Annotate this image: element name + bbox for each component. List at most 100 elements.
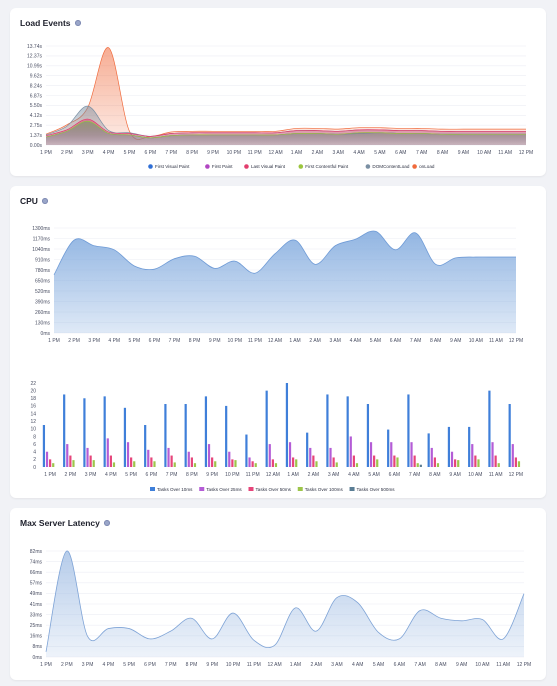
y-tick-label: 910ms bbox=[35, 257, 51, 263]
bar-tasks-over-50ms bbox=[352, 455, 355, 467]
x-tick-label: 6 PM bbox=[145, 150, 157, 156]
bar-tasks-over-100ms bbox=[355, 463, 359, 467]
bar-tasks-over-10ms bbox=[366, 404, 370, 467]
bar-tasks-over-25ms bbox=[511, 444, 514, 467]
legend-item[interactable]: Last Visual Paint bbox=[244, 164, 286, 169]
legend-item[interactable]: First Contentful Paint bbox=[298, 164, 349, 169]
legend-item[interactable]: Tasks Over 25ms bbox=[199, 487, 242, 492]
bar-tasks-over-10ms bbox=[123, 407, 127, 467]
bar-tasks-over-100ms bbox=[133, 461, 136, 467]
bar-tasks-over-10ms bbox=[245, 434, 248, 467]
bar-tasks-over-50ms bbox=[433, 457, 436, 467]
latency-card: Max Server Latency 0ms 8ms 16ms 25ms 33ms 41m… bbox=[10, 508, 546, 680]
x-tick-label: 1 PM bbox=[40, 150, 52, 156]
x-tick-label: 12 PM bbox=[509, 472, 523, 478]
legend-item[interactable]: Tasks Over 500ms bbox=[349, 487, 396, 492]
legend-swatch bbox=[412, 164, 417, 169]
info-icon[interactable] bbox=[74, 20, 81, 26]
bar-tasks-over-10ms bbox=[326, 394, 329, 467]
x-tick-label: 8 PM bbox=[186, 472, 198, 478]
bar-tasks-over-100ms bbox=[214, 461, 217, 467]
x-tick-label: 9 PM bbox=[206, 662, 218, 668]
x-tick-label: 8 PM bbox=[186, 662, 198, 668]
bar-tasks-over-25ms bbox=[410, 442, 413, 467]
x-tick-label: 2 PM bbox=[61, 150, 73, 156]
x-tick-label: 6 AM bbox=[394, 662, 405, 668]
x-tick-label: 7 AM bbox=[414, 662, 425, 668]
x-tick-label: 1 AM bbox=[290, 662, 301, 668]
bar-tasks-over-25ms bbox=[187, 451, 190, 467]
bar-tasks-over-25ms bbox=[450, 451, 454, 467]
y-tick-label: 1040ms bbox=[32, 247, 50, 253]
x-tick-label: 1 PM bbox=[44, 472, 56, 478]
bar-tasks-over-50ms bbox=[49, 459, 52, 467]
bar-tasks-over-10ms bbox=[488, 390, 491, 467]
bar-tasks-over-100ms bbox=[497, 463, 500, 467]
series-area-first-contentful-paint bbox=[46, 121, 526, 145]
latency-title: Max Server Latency bbox=[20, 518, 100, 528]
x-tick-label: 4 AM bbox=[350, 338, 361, 344]
legend-item[interactable]: First Visual Paint bbox=[148, 164, 190, 169]
x-tick-label: 11 PM bbox=[246, 472, 260, 478]
bar-tasks-over-100ms bbox=[92, 460, 95, 467]
bar-tasks-over-100ms bbox=[477, 459, 480, 467]
y-tick-label: 4 bbox=[33, 450, 36, 456]
x-tick-label: 9 PM bbox=[206, 472, 218, 478]
bar-tasks-over-50ms bbox=[332, 457, 335, 467]
legend-swatch bbox=[297, 487, 303, 491]
bar-tasks-over-100ms bbox=[396, 457, 399, 467]
x-tick-label: 5 PM bbox=[129, 338, 141, 344]
info-icon[interactable] bbox=[41, 198, 48, 204]
bar-tasks-over-10ms bbox=[285, 383, 289, 467]
legend-label: Tasks Over 25ms bbox=[206, 487, 242, 492]
y-tick-label: 4.12s bbox=[30, 113, 43, 119]
x-tick-label: 7 AM bbox=[409, 472, 420, 478]
cpu-title: CPU bbox=[20, 196, 38, 206]
x-tick-label: 12 PM bbox=[519, 150, 533, 156]
bar-tasks-over-50ms bbox=[109, 455, 112, 467]
x-tick-label: 5 PM bbox=[124, 150, 136, 156]
bar-tasks-over-10ms bbox=[204, 396, 208, 467]
x-tick-label: 2 AM bbox=[309, 338, 320, 344]
load-events-title: Load Events bbox=[20, 18, 71, 28]
y-tick-label: 8 bbox=[33, 434, 36, 440]
legend-item[interactable]: First Paint bbox=[205, 164, 233, 169]
x-tick-label: 11 PM bbox=[248, 150, 262, 156]
y-tick-label: 16 bbox=[30, 404, 36, 410]
bar-tasks-over-100ms bbox=[72, 460, 75, 467]
y-tick-label: 12.37s bbox=[27, 54, 43, 60]
x-tick-label: 1 AM bbox=[287, 472, 298, 478]
legend-item[interactable]: onLoad bbox=[412, 164, 435, 169]
x-tick-label: 5 PM bbox=[123, 662, 135, 668]
bar-tasks-over-25ms bbox=[45, 451, 49, 467]
legend-item[interactable]: DOMContentLoad bbox=[365, 164, 410, 169]
series-line-latency bbox=[45, 550, 525, 652]
info-icon[interactable] bbox=[103, 520, 110, 526]
x-tick-label: 6 AM bbox=[389, 472, 400, 478]
x-tick-label: 9 PM bbox=[207, 150, 219, 156]
x-tick-label: 8 AM bbox=[429, 472, 440, 478]
load-events-card: Load Events 0.00s 1.37s 2.75s 4.12s 5.50s 6.8… bbox=[10, 8, 546, 176]
x-tick-label: 7 PM bbox=[165, 150, 177, 156]
legend-swatch bbox=[244, 164, 249, 169]
x-tick-label: 10 AM bbox=[477, 150, 491, 156]
legend-item[interactable]: Tasks Over 100ms bbox=[297, 487, 344, 492]
x-tick-label: 7 AM bbox=[416, 150, 427, 156]
bar-tasks-over-10ms bbox=[387, 429, 390, 467]
x-tick-label: 7 PM bbox=[166, 472, 178, 478]
x-tick-label: 8 AM bbox=[430, 338, 441, 344]
legend-item[interactable]: Tasks Over 50ms bbox=[248, 487, 292, 492]
bar-tasks-over-100ms bbox=[112, 462, 116, 467]
x-tick-label: 5 AM bbox=[374, 150, 385, 156]
bar-tasks-over-100ms bbox=[376, 459, 379, 467]
bar-tasks-over-25ms bbox=[248, 457, 251, 467]
bar-tasks-over-50ms bbox=[69, 455, 72, 467]
x-tick-label: 10 PM bbox=[227, 150, 241, 156]
legend-item[interactable]: Tasks Over 10ms bbox=[150, 487, 193, 492]
bar-tasks-over-50ms bbox=[251, 461, 254, 467]
bar-tasks-over-25ms bbox=[207, 444, 211, 467]
bar-tasks-over-25ms bbox=[66, 444, 69, 467]
x-tick-label: 12 PM bbox=[517, 662, 531, 668]
y-tick-label: 390ms bbox=[35, 299, 51, 305]
load-events-chart: 0.00s 1.37s 2.75s 4.12s 5.50s 6.87s 8.24s 9.62s… bbox=[27, 44, 533, 169]
